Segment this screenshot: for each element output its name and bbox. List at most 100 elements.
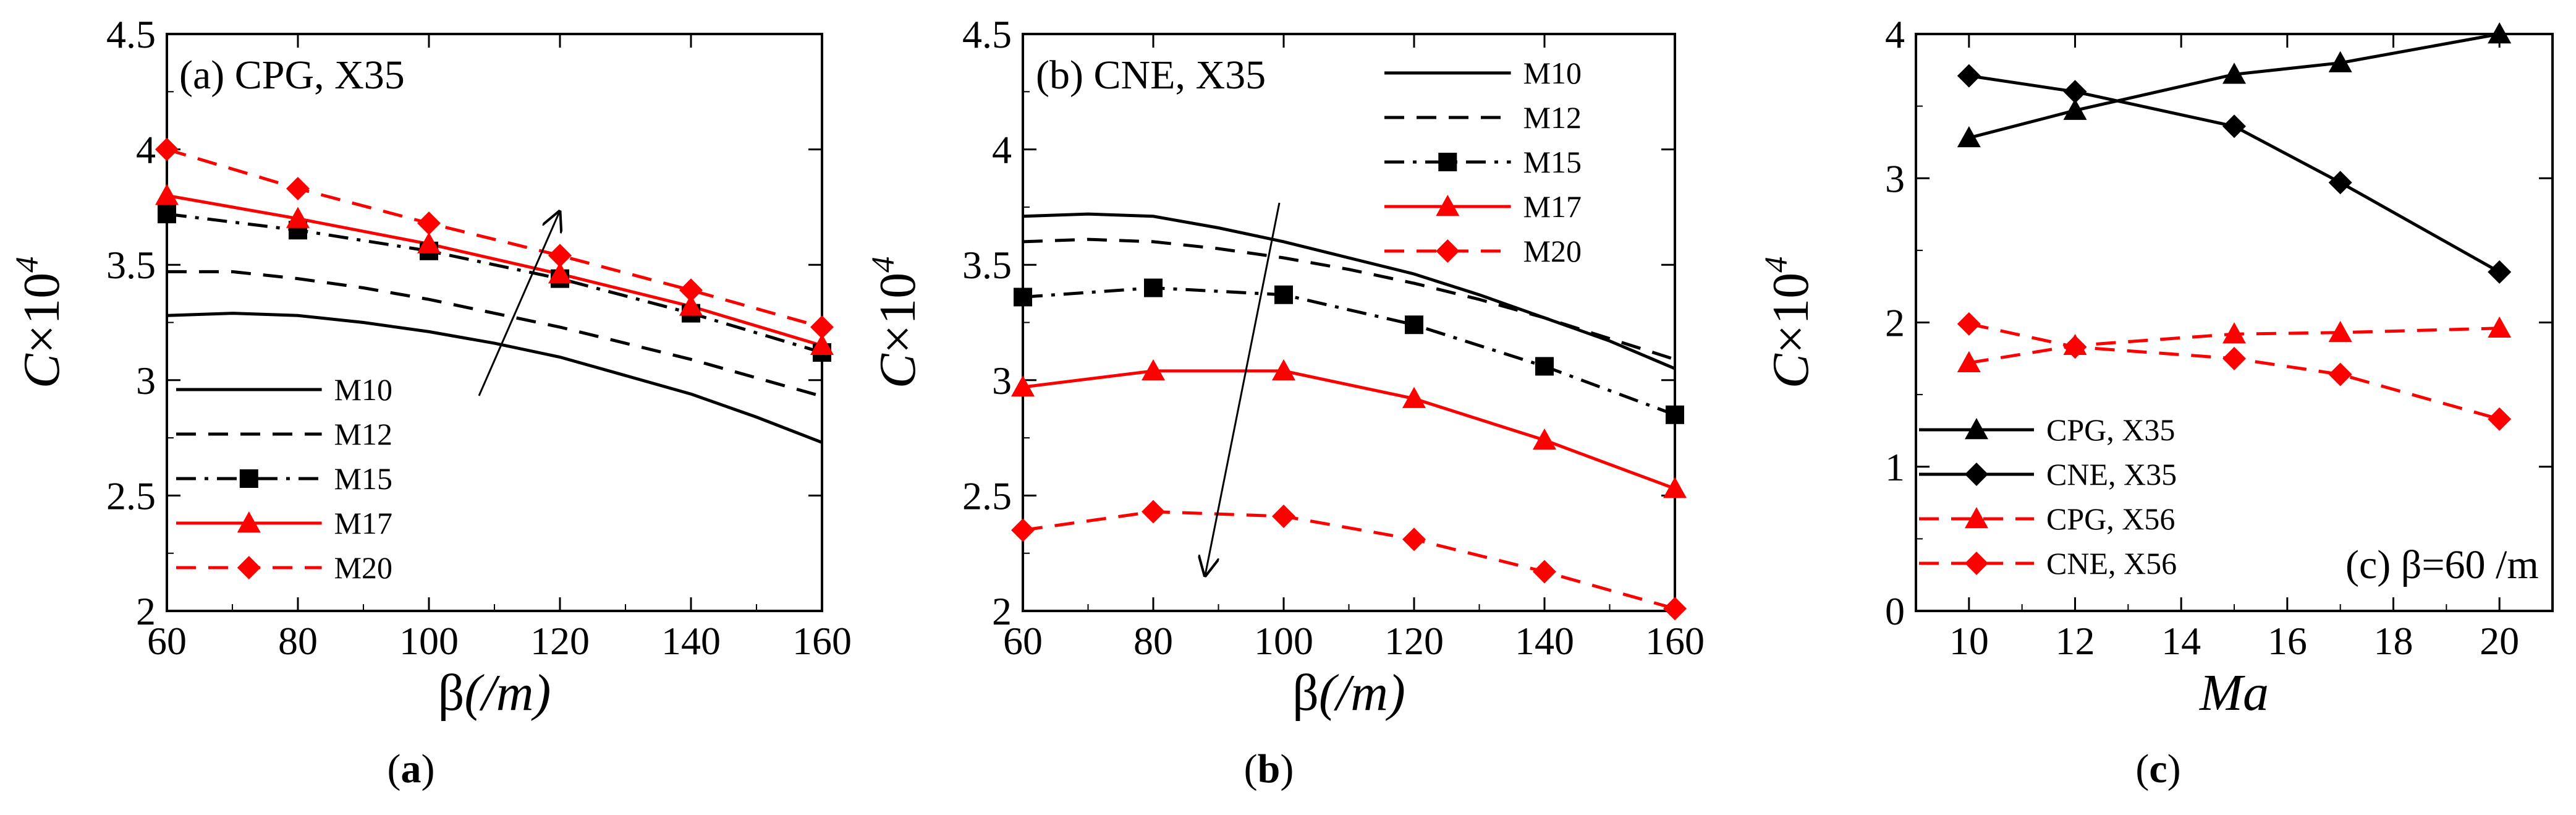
data-point-diamond bbox=[1663, 597, 1687, 621]
data-point-square bbox=[1144, 278, 1163, 297]
x-tick-label: 120 bbox=[530, 619, 590, 663]
chart-panel-2: 60 80 100 120 140 160 2 2.5 3 3.5 4 4.5 M10 M12 M15 M17… bbox=[866, 12, 1705, 722]
legend-label: CPG, X35 bbox=[2046, 412, 2175, 447]
legend-marker bbox=[1438, 153, 1457, 171]
legend: CPG, X35 CNE, X35 CPG, X56 CNE, X56 bbox=[1919, 412, 2177, 581]
panel-label: (b) CNE, X35 bbox=[1036, 53, 1266, 98]
data-point-diamond bbox=[1957, 64, 1981, 88]
legend-marker bbox=[1436, 195, 1460, 216]
data-point-triangle bbox=[1533, 428, 1556, 450]
data-point-triangle bbox=[1011, 375, 1035, 397]
y-tick-label: 3.5 bbox=[106, 243, 156, 287]
data-point-triangle bbox=[1142, 359, 1165, 381]
y-tick-label: 2 bbox=[136, 589, 156, 633]
series-line-m17 bbox=[1023, 369, 1675, 490]
data-point-diamond bbox=[155, 137, 179, 161]
data-point-square bbox=[1666, 405, 1684, 424]
data-point-triangle bbox=[1663, 477, 1687, 498]
y-tick-label: 4 bbox=[136, 128, 156, 172]
data-point-triangle bbox=[417, 232, 441, 254]
trend-arrow bbox=[1205, 202, 1281, 575]
data-point-diamond bbox=[2222, 346, 2246, 370]
data-point-triangle bbox=[2488, 22, 2512, 44]
panel-caption: (a) bbox=[388, 746, 435, 792]
data-point-square bbox=[1014, 288, 1032, 307]
panel-label: (a) CPG, X35 bbox=[179, 53, 405, 98]
trend-arrow bbox=[478, 212, 559, 396]
x-tick-label: 140 bbox=[1515, 619, 1574, 663]
data-point-triangle bbox=[548, 262, 572, 284]
y-tick-label: 4.5 bbox=[962, 12, 1012, 56]
y-tick-label: 3 bbox=[136, 359, 156, 403]
x-axis-label: β(/m) bbox=[1292, 664, 1405, 722]
data-point-diamond bbox=[2328, 362, 2352, 386]
data-point-triangle bbox=[2328, 320, 2352, 343]
x-axis-label: β(/m) bbox=[438, 664, 551, 722]
legend-marker bbox=[1965, 552, 1988, 575]
series-line-m17 bbox=[167, 194, 822, 348]
legend: M10 M12 M15 M17 M20 bbox=[1384, 56, 1582, 268]
series-line-m10 bbox=[167, 312, 822, 444]
data-point-diamond bbox=[810, 315, 834, 339]
data-point-square bbox=[1274, 285, 1293, 304]
x-tick-label: 20 bbox=[2480, 619, 2519, 663]
x-axis-label: Ma bbox=[2199, 664, 2269, 722]
y-tick-label: 2.5 bbox=[106, 474, 156, 518]
y-tick-label: 4 bbox=[1885, 12, 1905, 56]
data-point-square bbox=[158, 205, 176, 224]
legend-marker bbox=[1965, 463, 1988, 486]
x-tick-label: 60 bbox=[147, 619, 187, 663]
data-point-triangle bbox=[1272, 359, 1295, 381]
x-tick-label: 160 bbox=[1645, 619, 1705, 663]
x-tick-label: 10 bbox=[1949, 619, 1989, 663]
data-point-square bbox=[1535, 357, 1554, 376]
data-point-diamond bbox=[2328, 171, 2352, 195]
legend-label: CNE, X35 bbox=[2046, 457, 2177, 492]
legend-label: M17 bbox=[1523, 189, 1582, 224]
x-tick-label: 120 bbox=[1384, 619, 1444, 663]
legend-marker bbox=[1965, 418, 1988, 440]
y-tick-label: 4.5 bbox=[106, 12, 156, 56]
panel-caption: (c) bbox=[2135, 746, 2180, 792]
data-point-triangle bbox=[1402, 386, 1426, 408]
data-point-triangle bbox=[2222, 62, 2246, 84]
data-point-diamond bbox=[286, 177, 310, 201]
x-tick-label: 12 bbox=[2056, 619, 2095, 663]
x-tick-label: 160 bbox=[792, 619, 852, 663]
data-point-triangle bbox=[2488, 316, 2512, 338]
legend-label: M12 bbox=[1523, 100, 1582, 135]
data-point-triangle bbox=[1957, 351, 1981, 373]
x-tick-label: 140 bbox=[661, 619, 721, 663]
data-point-square bbox=[1405, 315, 1423, 335]
data-point-triangle bbox=[679, 294, 703, 316]
data-point-triangle bbox=[155, 184, 179, 205]
panel-caption: (b) bbox=[1244, 746, 1294, 792]
x-tick-label: 100 bbox=[1254, 619, 1313, 663]
x-tick-label: 100 bbox=[399, 619, 459, 663]
data-point-diamond bbox=[2063, 335, 2087, 359]
legend-label: M12 bbox=[334, 417, 392, 451]
data-point-triangle bbox=[810, 333, 834, 356]
x-tick-label: 14 bbox=[2161, 619, 2201, 663]
legend-label: M10 bbox=[334, 372, 392, 407]
data-point-triangle bbox=[1957, 126, 1981, 148]
data-point-diamond bbox=[2488, 407, 2512, 431]
data-point-diamond bbox=[1272, 504, 1295, 528]
panel-label: (c) β=60 /m bbox=[2345, 542, 2539, 587]
legend-marker bbox=[1436, 239, 1460, 263]
data-point-triangle bbox=[2328, 51, 2352, 72]
data-point-diamond bbox=[1533, 560, 1556, 584]
y-axis-label: C×104 bbox=[866, 257, 926, 388]
y-tick-label: 3.5 bbox=[962, 243, 1012, 287]
series-group bbox=[167, 148, 822, 444]
chart-panel-1: 60 80 100 120 140 160 2 2.5 3 3.5 4 4.5 M10 M12 M15 M17… bbox=[10, 12, 852, 722]
y-tick-label: 2 bbox=[1885, 301, 1905, 345]
series-line-m12 bbox=[1023, 237, 1675, 361]
legend-label: M20 bbox=[1523, 234, 1582, 268]
x-tick-label: 80 bbox=[1133, 619, 1173, 663]
y-tick-label: 2 bbox=[992, 589, 1012, 633]
series-line-m20 bbox=[1023, 510, 1675, 610]
legend-label: CNE, X56 bbox=[2046, 546, 2177, 581]
